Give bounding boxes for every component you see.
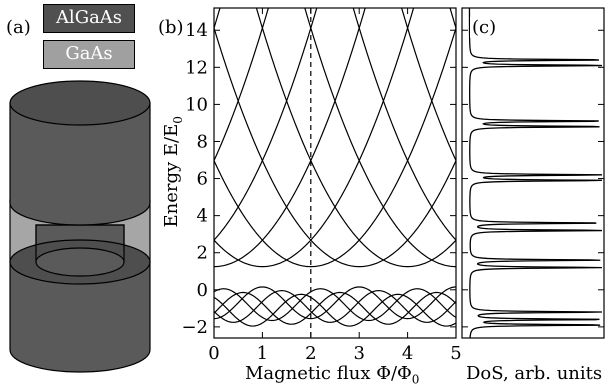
heterostructure-cylinder xyxy=(9,80,151,373)
panel-c-frame xyxy=(461,7,605,339)
upper-band-curve xyxy=(352,8,456,241)
x-axis-label-c: DoS, arb. units xyxy=(466,363,603,384)
x-tick-label: 2 xyxy=(305,343,316,364)
upper-band-curve xyxy=(255,8,456,268)
y-tick-label: 4 xyxy=(197,206,208,227)
y-axis-label-b-sub: 0 xyxy=(170,116,185,124)
y-tick-label: 10 xyxy=(185,94,208,115)
upper-band-curve xyxy=(214,8,318,241)
x-axis-label-b-sub: 0 xyxy=(411,372,420,387)
upper-band-curve xyxy=(449,8,456,29)
y-tick-label: 12 xyxy=(185,57,208,78)
y-axis-label-b: Energy E/E0 xyxy=(161,87,185,257)
x-axis-label-b: Magnetic flux Φ/Φ0 xyxy=(245,363,419,387)
panel-b-frame xyxy=(213,7,457,339)
panel-b-curves xyxy=(214,8,456,327)
x-tick-label: 4 xyxy=(402,343,413,364)
upper-band-curve xyxy=(401,8,456,161)
lower-band-curve xyxy=(214,288,456,322)
upper-band-curve xyxy=(214,27,456,268)
upper-band-curve xyxy=(214,8,221,29)
panel-c-ticks xyxy=(462,29,604,328)
y-tick-label: 6 xyxy=(197,169,208,190)
y-tick-label: 8 xyxy=(197,131,208,152)
upper-band-curve xyxy=(214,8,269,161)
x-axis-label-b-text: Magnetic flux Φ/Φ xyxy=(245,363,412,384)
upper-band-curve xyxy=(214,27,456,268)
legend-algaas: AlGaAs xyxy=(43,4,135,33)
y-tick-label: 14 xyxy=(185,20,208,41)
lower-band-curve xyxy=(214,286,456,320)
lower-band-curve xyxy=(214,293,456,327)
y-tick-label: 2 xyxy=(197,243,208,264)
legend-algaas-label: AlGaAs xyxy=(55,7,123,28)
panel-a-label: (a) xyxy=(6,17,31,38)
legend-gaas: GaAs xyxy=(43,40,135,69)
panel-c-label: (c) xyxy=(470,17,499,38)
dos-curve xyxy=(468,8,603,338)
legend-gaas-label: GaAs xyxy=(65,43,113,64)
lower-band-curve xyxy=(214,290,456,323)
x-tick-label: 3 xyxy=(353,343,364,364)
panel-b-label: (b) xyxy=(158,17,184,38)
y-tick-label: 0 xyxy=(197,280,208,301)
y-axis-label-b-text: Energy E/E xyxy=(161,123,183,228)
lower-band-curve xyxy=(214,291,456,325)
y-tick-label: −2 xyxy=(181,317,208,338)
upper-band-curve xyxy=(304,8,456,268)
x-tick-label: 5 xyxy=(450,343,461,364)
x-tick-label: 0 xyxy=(208,343,219,364)
x-tick-label: 1 xyxy=(257,343,268,364)
